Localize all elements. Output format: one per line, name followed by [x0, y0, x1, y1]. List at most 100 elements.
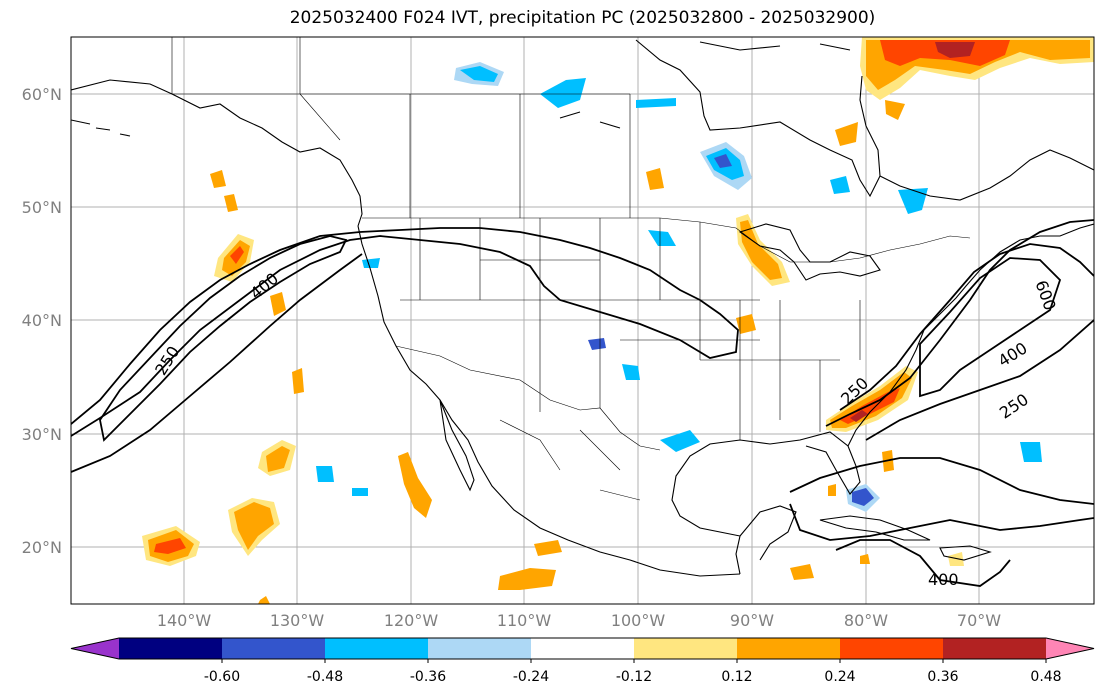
precip-patch-hudson-orange [835, 122, 858, 146]
coastline-aleutians [71, 119, 131, 137]
precip-patch-neg-ontario [830, 176, 850, 194]
colorbar-tick-label: 0.12 [721, 669, 752, 685]
colorbar-segment [943, 638, 1047, 659]
precip-patch-alaska-1 [210, 170, 226, 188]
colorbar-extend-low [71, 638, 119, 659]
precip-patch-hawaii-area [258, 596, 270, 604]
lon-label-130w: 130°W [270, 611, 325, 630]
colorbar-tick-label: -0.12 [616, 669, 652, 685]
coastline-greatlakes [738, 223, 881, 281]
precip-patch-mexico-2 [534, 540, 562, 556]
coastline-baja [439, 399, 475, 492]
precip-patch-manitoba [646, 168, 664, 190]
colorbar-tick-label: -0.48 [307, 669, 343, 685]
border-canada-provinces [172, 37, 631, 218]
colorbar-segment [119, 638, 223, 659]
colorbar-tick-label: 0.48 [1030, 669, 1061, 685]
lon-label-120w: 120°W [384, 611, 439, 630]
coastline-alaska [71, 79, 363, 227]
colorbar-segment [325, 638, 429, 659]
precip-patch-hudson-2 [885, 100, 905, 120]
lat-label-40: 40°N [22, 311, 62, 330]
precip-patch-pacific-6-red [154, 538, 186, 554]
ivt-contours [71, 219, 1094, 587]
precip-patch-baja [398, 452, 432, 518]
ivt-contour-labels: 250 400 400 250 600 400 250 [151, 269, 1060, 589]
precip-patch-greatlakes-core [740, 220, 782, 280]
border-us-mexico [395, 345, 661, 451]
colorbar-tick-label: -0.36 [410, 669, 446, 685]
ivt-contour-pacific-outer [71, 253, 363, 473]
colorbar-tick-labels: -0.60 -0.48 -0.36 -0.24 -0.12 0.12 0.24 0.36 0.4… [204, 669, 1062, 685]
precip-patch-neg-gulf [660, 430, 700, 452]
ivt-contour-pacific-250 [71, 227, 739, 437]
coastline-hispaniola [939, 545, 992, 561]
precip-patch-labrador-dark [935, 42, 975, 58]
precip-patch-neg-hudson-dark [714, 154, 732, 168]
precip-patch-neg-canada-3 [636, 98, 676, 108]
plot-frame [70, 36, 1095, 605]
ivt-contour-atlantic-600 [919, 257, 1062, 398]
colorbar-outline [70, 637, 1095, 660]
colorbar [70, 637, 1095, 663]
ivt-label-5: 600 [1031, 278, 1059, 313]
lat-label-50: 50°N [22, 198, 62, 217]
lon-label-80w: 80°W [844, 611, 888, 630]
precip-patch-caribbean-2 [948, 552, 964, 566]
lat-label-20: 20°N [22, 538, 62, 557]
coastline-hudson [635, 39, 881, 198]
colorbar-segment [428, 638, 532, 659]
colorbar-segment [840, 638, 944, 659]
ivt-label-6: 400 [928, 570, 959, 589]
lat-label-60: 60°N [22, 85, 62, 104]
lon-labels: 140°W 130°W 120°W 110°W 100°W 90°W 80°W … [157, 611, 1001, 630]
ivt-contour-atlantic-250b [865, 319, 1094, 441]
ivt-label-4: 250 [996, 390, 1032, 423]
lon-label-100w: 100°W [611, 611, 666, 630]
colorbar-segment [222, 638, 326, 659]
colorbar-segment [737, 638, 841, 659]
precip-patch-neg-pacific [316, 466, 334, 482]
precip-patch-neg-west [362, 258, 380, 268]
colorbar-segment [531, 638, 635, 659]
coastline-gulf [671, 431, 861, 575]
ivt-contour-atlantic-250 [825, 219, 1094, 427]
precip-patch-neg-texas [622, 364, 640, 380]
coastline-cuba [819, 515, 931, 541]
borders [171, 37, 971, 501]
lat-labels: 60°N 50°N 40°N 30°N 20°N [22, 85, 62, 557]
colorbar-tick-label: 0.24 [824, 669, 855, 685]
precip-patch-neg-cuba-core [852, 488, 874, 506]
precip-patch-neg-colorado [588, 338, 606, 350]
map-title: 2025032400 F024 IVT, precipitation PC (2… [289, 8, 876, 28]
precip-patch-caribbean-3 [860, 554, 870, 564]
ivt-contour-caribbean-400 [835, 539, 1011, 587]
precip-patches [142, 37, 1094, 604]
lon-label-140w: 140°W [157, 611, 212, 630]
lon-label-110w: 110°W [497, 611, 552, 630]
precip-patch-neg-canada-1-core [460, 66, 498, 82]
lon-label-70w: 70°W [957, 611, 1001, 630]
coastline-labrador [879, 149, 1094, 201]
precip-patch-pacific-1-red [230, 246, 244, 264]
precip-patch-pacific-5-core [234, 502, 274, 550]
colorbar-tick-label: -0.60 [204, 669, 240, 685]
precip-patch-mexico-3 [790, 564, 814, 580]
lat-label-30: 30°N [22, 425, 62, 444]
lon-label-90w: 90°W [730, 611, 774, 630]
colorbar-tick-label: 0.36 [927, 669, 958, 685]
coastline-arctic-islands [559, 41, 851, 129]
ivt-label-1: 250 [151, 343, 183, 379]
coastline-yucatan [739, 505, 797, 561]
ivt-contour-atlantic-400 [839, 243, 1094, 411]
precip-patch-pacific-3 [292, 368, 304, 394]
border-canada-us [362, 217, 971, 263]
precip-patch-pacific-2 [270, 292, 286, 316]
precip-patch-southeast-dark [850, 410, 868, 422]
precip-patch-caribbean-1 [828, 484, 836, 496]
precip-patch-neg-mexico [352, 488, 368, 496]
precip-patch-neg-atlantic [1020, 442, 1042, 462]
ivt-contour-pacific-400 [99, 235, 348, 442]
coastlines [71, 39, 1094, 577]
